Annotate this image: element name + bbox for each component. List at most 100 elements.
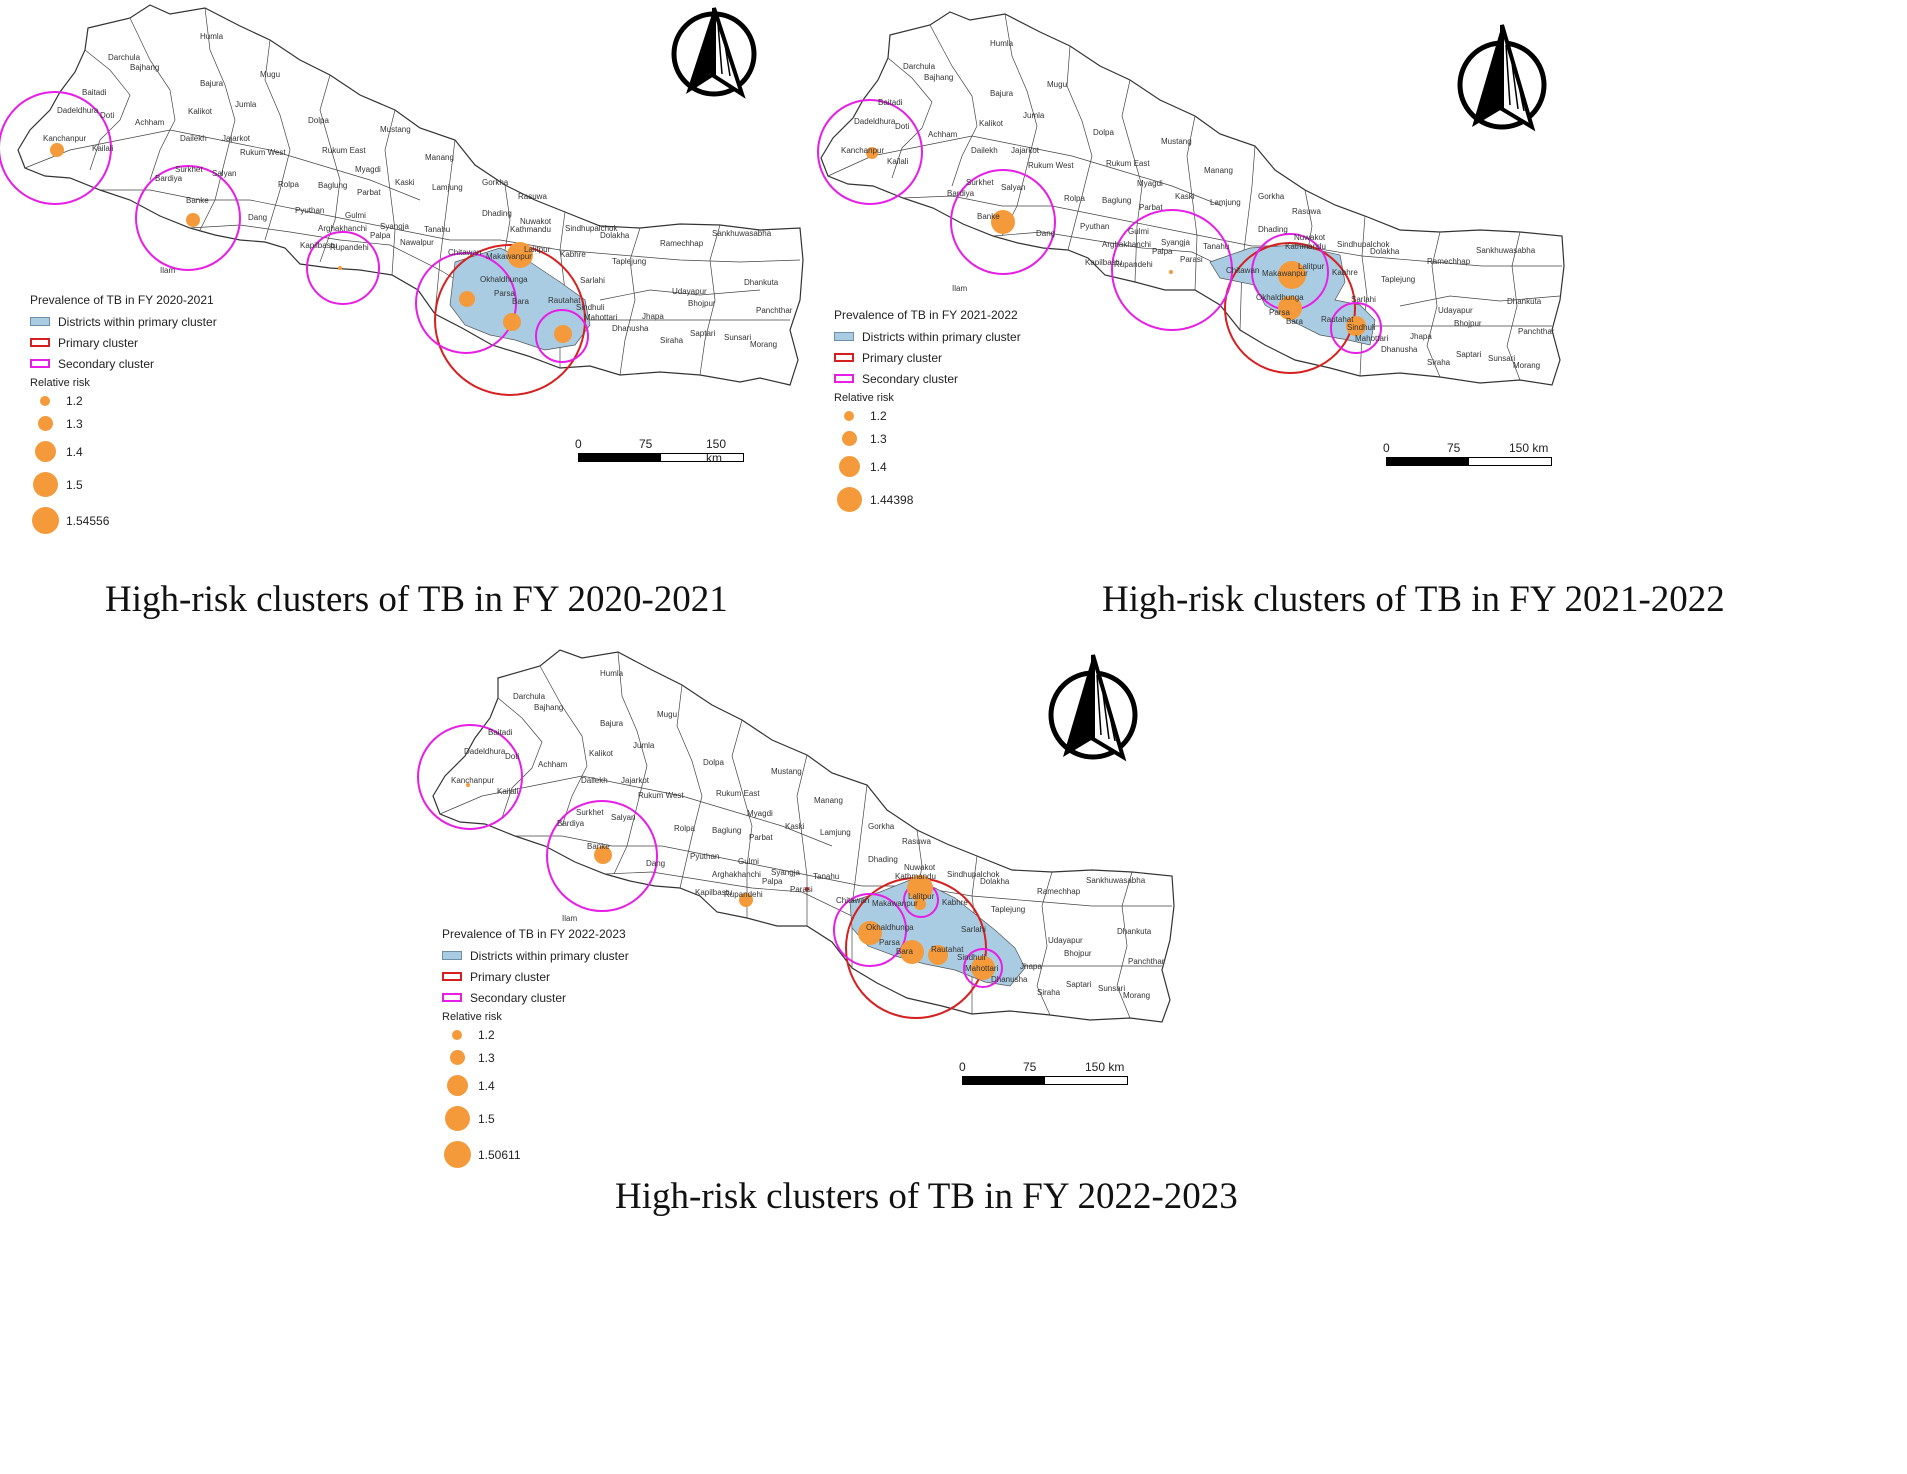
district-label: Rautahat bbox=[548, 296, 581, 305]
relative-risk-title: Relative risk bbox=[442, 1011, 502, 1023]
district-label: Manang bbox=[1204, 166, 1233, 175]
secondary-cluster-ring bbox=[415, 252, 517, 354]
district-label: Nuwakot bbox=[1294, 233, 1326, 242]
risk-dot bbox=[338, 266, 342, 270]
risk-dot bbox=[907, 875, 933, 901]
relative-risk-dot bbox=[446, 1075, 468, 1096]
legend-secondary-item: Secondary cluster bbox=[834, 368, 1021, 389]
map-canvas: Darchula Humla Bajhang Bajura Mugu Baitadi Jum… bbox=[0, 4, 804, 396]
district-label: Rupandehi bbox=[724, 890, 763, 899]
relative-risk-label: 1.3 bbox=[870, 431, 887, 446]
district-label: Syangja bbox=[771, 868, 800, 877]
district-label: Dhankuta bbox=[744, 278, 779, 287]
relative-risk-item: 1.3 bbox=[834, 426, 1021, 451]
district-label: Rautahat bbox=[1321, 315, 1354, 324]
district-label: Bajura bbox=[600, 719, 624, 728]
district-label: Jumla bbox=[1023, 111, 1045, 120]
district-label: Mustang bbox=[771, 767, 802, 776]
district-label: Dhanusha bbox=[612, 324, 649, 333]
scale-label-150: 150 km bbox=[706, 437, 727, 465]
panel-caption: High-risk clusters of TB in FY 2022-2023 bbox=[615, 1176, 1238, 1217]
north-arrow-icon bbox=[1457, 24, 1547, 132]
district-label: Kalikot bbox=[589, 749, 614, 758]
district-label: Gorkha bbox=[482, 178, 509, 187]
district-label: Kailali bbox=[887, 157, 909, 166]
north-arrow-icon bbox=[671, 7, 757, 99]
district-label: Makawanpur bbox=[1262, 269, 1308, 278]
district-label: Ramechhap bbox=[660, 239, 704, 248]
district-label: Dailekh bbox=[971, 146, 998, 155]
district-label: Rolpa bbox=[674, 824, 695, 833]
district-label: Surkhet bbox=[175, 165, 203, 174]
legend-fill-label: Districts within primary cluster bbox=[58, 314, 217, 329]
district-label: Gorkha bbox=[1258, 192, 1285, 201]
district-label: Gulmi bbox=[1128, 227, 1149, 236]
district-label: Kailali bbox=[497, 787, 519, 796]
district-label: Morang bbox=[1123, 991, 1150, 1000]
district-label: Tanahu bbox=[424, 225, 450, 234]
district-label: Dhading bbox=[868, 855, 898, 864]
relative-risk-item: 1.44398 bbox=[834, 482, 1021, 517]
legend-fill-item: Districts within primary cluster bbox=[30, 311, 217, 332]
fill-swatch bbox=[442, 951, 462, 960]
risk-dot bbox=[1346, 316, 1366, 336]
relative-risk-label: 1.50611 bbox=[478, 1147, 521, 1162]
district-label: Saptari bbox=[1456, 350, 1482, 359]
district-label: Chitawan bbox=[836, 896, 869, 905]
scale-track bbox=[578, 453, 744, 462]
district-label: Bajura bbox=[990, 89, 1014, 98]
relative-risk-title: Relative risk bbox=[30, 377, 90, 389]
district-label: Surkhet bbox=[966, 178, 994, 187]
district-label: Parbat bbox=[357, 188, 381, 197]
primary-cluster-ring bbox=[1224, 242, 1356, 374]
relative-risk-label: 1.5 bbox=[478, 1111, 495, 1126]
district-label: Parsa bbox=[1269, 308, 1290, 317]
district-label: Dang bbox=[1036, 229, 1055, 238]
district-label: Rasuwa bbox=[518, 192, 547, 201]
legend-secondary-label: Secondary cluster bbox=[862, 371, 959, 386]
panel-caption: High-risk clusters of TB in FY 2021-2022 bbox=[1102, 579, 1725, 620]
risk-dot bbox=[928, 945, 948, 965]
map-legend: Prevalence of TB in FY 2021-2022 Distric… bbox=[834, 308, 1021, 517]
district-label: Achham bbox=[538, 760, 568, 769]
relative-risk-item: 1.5 bbox=[442, 1101, 629, 1136]
district-label: Rupandehi bbox=[1114, 260, 1153, 269]
map-canvas: Darchula Humla Bajhang Bajura Mugu Baitadi Jum… bbox=[417, 649, 1175, 1023]
district-label: Jajarkot bbox=[222, 134, 251, 143]
relative-risk-item: 1.2 bbox=[442, 1025, 629, 1045]
district-label: Dhanusha bbox=[1381, 345, 1418, 354]
relative-risk-label: 1.4 bbox=[870, 459, 887, 474]
legend-secondary-item: Secondary cluster bbox=[442, 987, 629, 1008]
relative-risk-item: 1.2 bbox=[30, 391, 217, 411]
district-label: Nuwakot bbox=[904, 863, 936, 872]
north-arrow-icon bbox=[1048, 654, 1138, 762]
district-label: Dailekh bbox=[581, 776, 608, 785]
secondary-cluster-ring bbox=[1111, 209, 1233, 331]
district-label: Sarlahi bbox=[1351, 295, 1376, 304]
district-label: Rupandehi bbox=[330, 243, 369, 252]
district-label: Darchula bbox=[108, 53, 141, 62]
district-label: Rolpa bbox=[1064, 194, 1085, 203]
district-label: Achham bbox=[928, 130, 958, 139]
map-panel-fy-2022-2023: Darchula Humla Bajhang Bajura Mugu Baitadi Jum… bbox=[410, 630, 1238, 1474]
relative-risk-label: 1.3 bbox=[66, 416, 83, 431]
district-label: Humla bbox=[990, 39, 1014, 48]
district-label: Lamjung bbox=[820, 828, 851, 837]
relative-risk-dot bbox=[449, 1050, 465, 1065]
district-label: Arghakhanchi bbox=[712, 870, 761, 879]
scale-label-0: 0 bbox=[575, 437, 582, 451]
district-label: Panchthar bbox=[1518, 327, 1555, 336]
relative-risk-dot bbox=[31, 507, 59, 534]
district-label: Udayapur bbox=[672, 287, 707, 296]
relative-risk-label: 1.2 bbox=[66, 394, 83, 408]
secondary-cluster-ring bbox=[0, 91, 112, 205]
cluster-rings bbox=[0, 91, 589, 396]
district-borders bbox=[439, 651, 1172, 1019]
district-label: Dolpa bbox=[703, 758, 724, 767]
relative-risk-list: 1.2 1.3 1.4 1.5 1.54556 bbox=[30, 391, 217, 539]
secondary-swatch bbox=[834, 374, 854, 383]
district-label: Kabhre bbox=[1332, 268, 1358, 277]
relative-risk-label: 1.4 bbox=[478, 1078, 495, 1093]
primary-swatch bbox=[442, 972, 462, 981]
district-label: Makawanpur bbox=[872, 899, 918, 908]
